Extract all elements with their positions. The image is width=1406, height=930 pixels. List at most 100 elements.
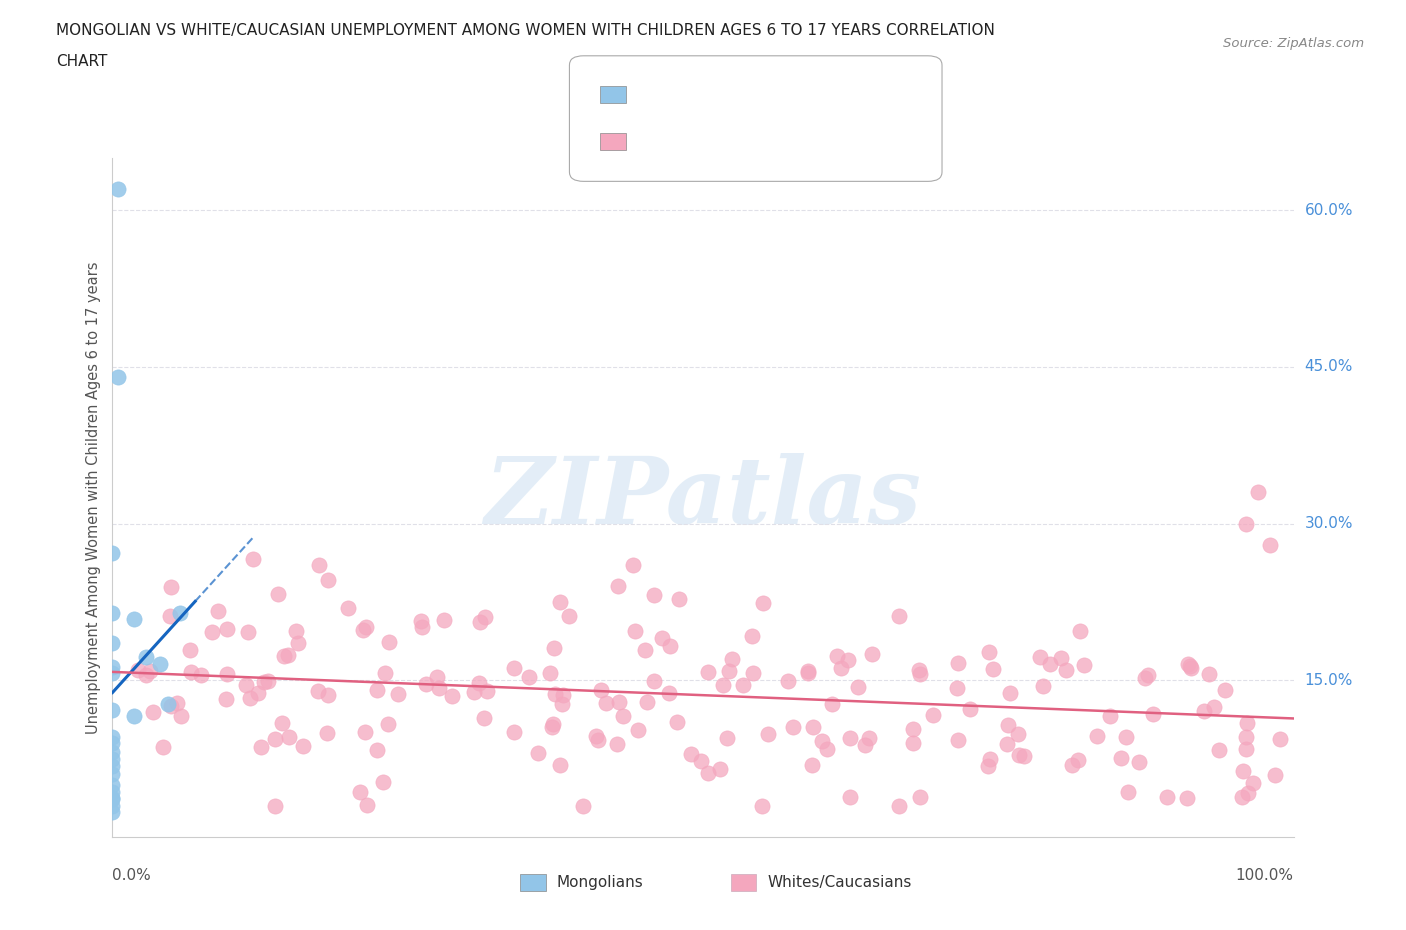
Point — [887, 798, 910, 813]
Point — [543, 716, 565, 731]
Point — [853, 737, 876, 752]
Point — [215, 691, 238, 706]
Point — [690, 753, 713, 768]
Point — [1247, 485, 1270, 499]
Point — [721, 652, 744, 667]
Point — [1137, 668, 1160, 683]
Point — [149, 657, 172, 671]
Point — [277, 647, 299, 662]
Point — [1069, 624, 1091, 639]
Point — [170, 708, 193, 723]
Text: MONGOLIAN VS WHITE/CAUCASIAN UNEMPLOYMENT AMONG WOMEN WITH CHILDREN AGES 6 TO 17: MONGOLIAN VS WHITE/CAUCASIAN UNEMPLOYMEN… — [56, 23, 995, 38]
Point — [284, 623, 307, 638]
Point — [922, 708, 945, 723]
Text: Mongolians: Mongolians — [557, 875, 644, 890]
Point — [830, 660, 852, 675]
Point — [468, 615, 491, 630]
Point — [271, 715, 294, 730]
Point — [543, 641, 565, 656]
Point — [717, 664, 740, 679]
Point — [586, 733, 609, 748]
Point — [354, 724, 377, 739]
Point — [207, 604, 229, 618]
Point — [907, 663, 929, 678]
Point — [548, 595, 571, 610]
Point — [1007, 727, 1029, 742]
Point — [697, 765, 720, 780]
Point — [623, 624, 645, 639]
Point — [440, 688, 463, 703]
Point — [979, 751, 1001, 766]
Point — [101, 751, 124, 766]
Point — [159, 608, 181, 623]
Point — [860, 646, 883, 661]
Point — [1177, 657, 1199, 671]
Point — [377, 635, 399, 650]
Point — [1133, 671, 1156, 686]
Point — [201, 625, 224, 640]
Point — [1054, 662, 1077, 677]
Point — [946, 681, 969, 696]
Point — [1066, 753, 1088, 768]
Point — [541, 720, 564, 735]
Point — [572, 798, 595, 813]
Point — [1208, 742, 1230, 757]
Point — [946, 733, 969, 748]
Point — [160, 698, 183, 713]
Point — [127, 662, 149, 677]
Point — [621, 558, 644, 573]
Point — [1029, 649, 1052, 664]
Point — [983, 662, 1005, 677]
Point — [267, 587, 290, 602]
Point — [371, 775, 394, 790]
Point — [374, 666, 396, 681]
Point — [101, 758, 124, 773]
Point — [1234, 741, 1257, 756]
Point — [1236, 716, 1258, 731]
Point — [977, 759, 1000, 774]
Y-axis label: Unemployment Among Women with Children Ages 6 to 17 years: Unemployment Among Women with Children A… — [86, 261, 101, 734]
Point — [257, 673, 280, 688]
Point — [585, 728, 607, 743]
Point — [666, 714, 689, 729]
Point — [1116, 784, 1139, 799]
Point — [887, 608, 910, 623]
Point — [1085, 728, 1108, 743]
Text: 60.0%: 60.0% — [1305, 203, 1353, 218]
Point — [1175, 790, 1198, 805]
Point — [550, 697, 572, 711]
Point — [668, 591, 690, 606]
Point — [1192, 703, 1215, 718]
Point — [354, 620, 377, 635]
Point — [527, 746, 550, 761]
Point — [101, 659, 124, 674]
Point — [411, 613, 433, 628]
Point — [797, 666, 820, 681]
Point — [366, 683, 388, 698]
Point — [1128, 754, 1150, 769]
Point — [101, 777, 124, 792]
Point — [553, 687, 575, 702]
Point — [1258, 538, 1281, 552]
Point — [101, 730, 124, 745]
Point — [544, 686, 567, 701]
Point — [977, 645, 1000, 660]
Point — [215, 622, 238, 637]
Point — [1012, 749, 1035, 764]
Point — [411, 620, 433, 635]
Point — [838, 731, 860, 746]
Point — [180, 664, 202, 679]
Point — [1268, 731, 1291, 746]
Point — [651, 631, 673, 645]
Point — [264, 731, 287, 746]
Point — [607, 695, 630, 710]
Point — [474, 610, 496, 625]
Point — [101, 790, 124, 805]
Point — [1156, 790, 1178, 804]
Point — [751, 798, 773, 813]
Point — [122, 611, 145, 626]
Point — [796, 663, 818, 678]
Point — [1234, 729, 1257, 744]
Point — [1032, 678, 1054, 693]
Text: 45.0%: 45.0% — [1305, 360, 1353, 375]
